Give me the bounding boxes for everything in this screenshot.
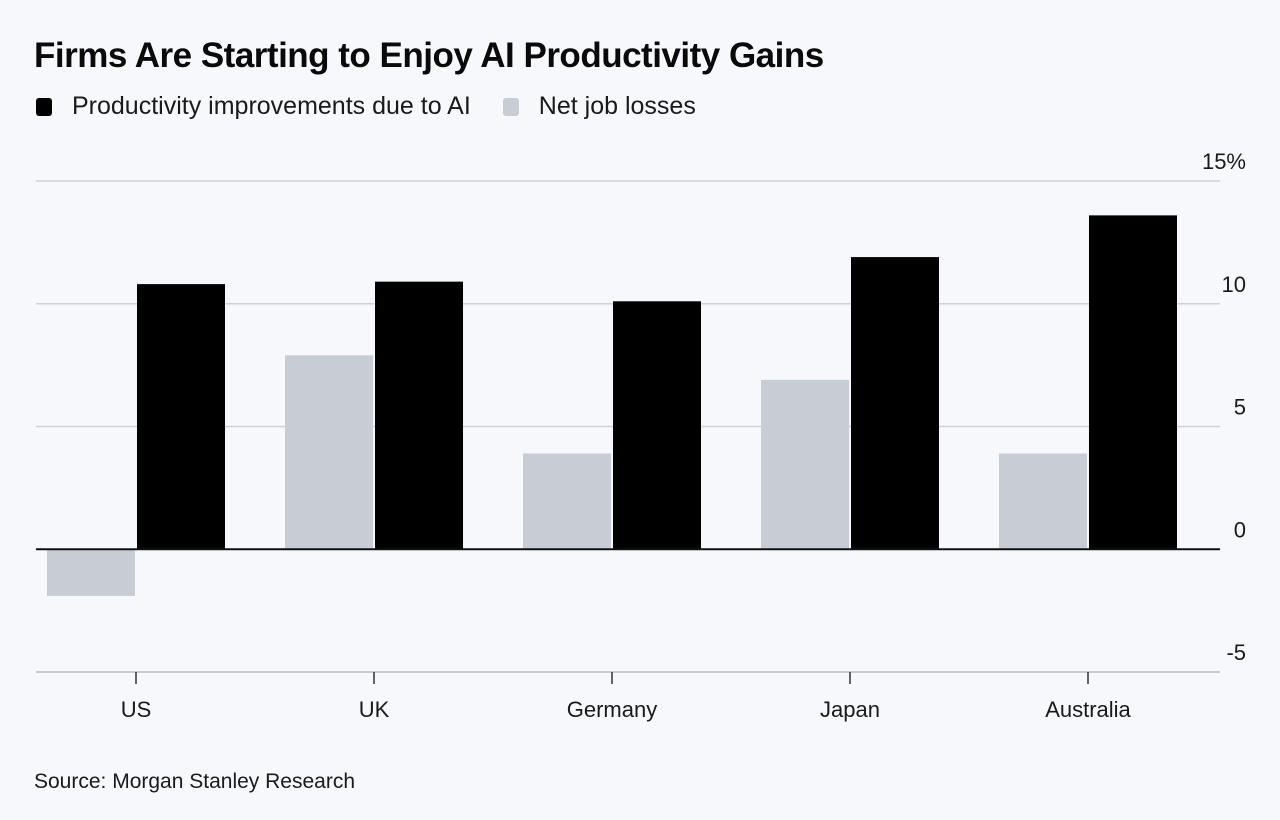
y-tick-label: -5 [1226, 640, 1246, 665]
bar-productivity-australia [1089, 215, 1177, 550]
bar-productivity-uk [375, 281, 463, 550]
bar-job-losses-japan [761, 379, 849, 550]
legend-swatch-job-losses [502, 97, 519, 116]
chart-title: Firms Are Starting to Enjoy AI Productiv… [34, 36, 824, 75]
x-tick-label: US [121, 697, 152, 722]
y-tick-label: 15% [1202, 149, 1246, 174]
x-tick-label: Japan [820, 697, 880, 722]
legend-item-productivity: Productivity improvements due to AI [36, 92, 471, 121]
y-tick-label: 10 [1222, 272, 1246, 297]
bar-job-losses-uk [285, 355, 373, 550]
legend: Productivity improvements due to AI Net … [36, 92, 728, 121]
y-tick-label: 0 [1234, 517, 1246, 542]
legend-label-productivity: Productivity improvements due to AI [72, 92, 471, 120]
x-tick-labels: US UK Germany Japan Australia [121, 697, 1132, 722]
legend-item-job-losses: Net job losses [502, 92, 696, 121]
bar-productivity-us [137, 284, 225, 550]
source-note: Source: Morgan Stanley Research [34, 770, 355, 793]
bar-productivity-germany [613, 301, 701, 550]
bar-job-losses-australia [999, 453, 1087, 550]
y-tick-labels: 15% 10 5 0 -5 [1202, 149, 1246, 665]
x-tick-label: Germany [567, 697, 657, 722]
legend-label-job-losses: Net job losses [538, 92, 696, 120]
x-tick-label: UK [359, 697, 390, 722]
y-tick-label: 5 [1234, 395, 1246, 420]
bar-productivity-japan [851, 257, 939, 550]
x-tick-label: Australia [1045, 697, 1131, 722]
axes [36, 548, 1220, 684]
bar-job-losses-germany [523, 453, 611, 550]
legend-swatch-productivity [36, 97, 52, 116]
bars [47, 215, 1177, 596]
bar-job-losses-us [47, 549, 135, 596]
